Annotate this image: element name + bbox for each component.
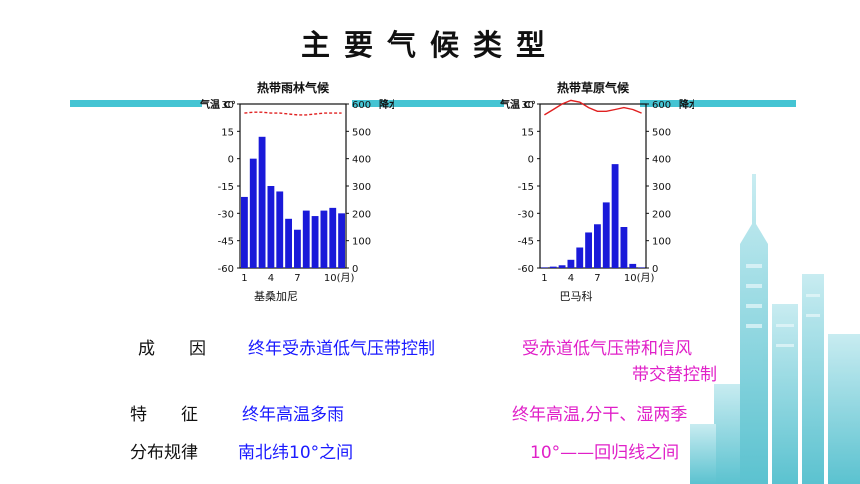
left-tick-label: -60: [218, 264, 234, 275]
x-tick-label: 4: [268, 273, 274, 284]
x-tick-label: 7: [294, 273, 300, 284]
left-tick-label: -15: [518, 182, 534, 193]
right-tick-label: 0: [652, 264, 658, 275]
right-tick-label: 400: [652, 155, 671, 166]
row-feature-savanna: 终年高温,分干、湿两季: [512, 405, 688, 425]
precip-bar: [594, 224, 601, 268]
station-label: 巴马科: [560, 289, 593, 303]
divider-right: [640, 100, 796, 107]
y-axis-label-left: 气温 C°: [199, 98, 236, 111]
left-tick-label: -45: [218, 237, 234, 248]
left-tick-label: -30: [518, 209, 534, 220]
row-label-distribution: 分布规律: [130, 443, 198, 463]
precip-bar: [258, 136, 266, 268]
chart-title: 热带草原气候: [557, 80, 630, 95]
precip-bar: [576, 247, 584, 268]
precip-bar: [311, 216, 319, 268]
precip-bar: [558, 265, 566, 268]
divider-left: [70, 100, 202, 107]
temperature-line: [544, 99, 642, 116]
precip-bar: [329, 207, 337, 268]
right-tick-label: 100: [652, 237, 671, 248]
right-tick-label: 200: [352, 209, 371, 220]
precip-bar: [249, 158, 257, 268]
right-tick-label: 300: [352, 182, 371, 193]
row-cause-savanna-2: 带交替控制: [632, 365, 717, 385]
divider-middle: [352, 100, 504, 107]
precip-bar: [549, 266, 557, 268]
left-tick-label: 15: [221, 127, 234, 138]
skyline-decoration: [690, 174, 860, 484]
left-tick-label: 30: [221, 100, 234, 111]
precip-bar: [620, 227, 628, 268]
row-distribution-savanna: 10°——回归线之间: [530, 443, 680, 463]
left-tick-label: 0: [228, 155, 234, 166]
precip-bar: [585, 232, 592, 268]
y-axis-label-left: 气温 C°: [499, 98, 536, 111]
left-tick-label: -30: [218, 209, 234, 220]
row-cause-rainforest: 终年受赤道低气压带控制: [248, 339, 435, 359]
station-label: 基桑加尼: [254, 290, 298, 303]
right-tick-label: 500: [652, 127, 671, 138]
right-tick-label: 200: [652, 209, 671, 220]
x-tick-label: 10(月): [324, 272, 355, 284]
left-tick-label: 15: [521, 127, 534, 138]
row-feature-rainforest: 终年高温多雨: [242, 405, 344, 425]
x-tick-label: 1: [541, 273, 547, 284]
left-tick-label: -60: [518, 264, 534, 275]
precip-bar: [241, 196, 248, 268]
precip-bar: [320, 210, 328, 268]
right-tick-label: 300: [652, 182, 671, 193]
plot-frame: [539, 103, 647, 269]
left-tick-label: 0: [528, 155, 534, 166]
row-cause-savanna-1: 受赤道低气压带和信风: [522, 339, 692, 359]
x-tick-label: 1: [241, 273, 247, 284]
right-tick-label: 500: [352, 127, 371, 138]
y-axis-label-right: 降水量 mm: [679, 98, 694, 111]
row-distribution-rainforest: 南北纬10°之间: [238, 443, 354, 463]
precip-bar: [285, 218, 292, 268]
right-tick-label: 600: [352, 100, 371, 111]
left-tick-label: -15: [218, 182, 234, 193]
y-axis-label-right: 降水量 mm: [379, 98, 394, 111]
row-label-cause: 成 因: [138, 339, 206, 359]
precip-bar: [567, 259, 575, 268]
precip-bar: [267, 186, 275, 268]
precip-bar: [302, 210, 310, 268]
precip-bar: [611, 164, 619, 268]
right-tick-label: 0: [352, 264, 358, 275]
x-tick-label: 7: [594, 273, 600, 284]
right-tick-label: 100: [352, 237, 371, 248]
precip-bar: [338, 213, 345, 268]
precip-bar: [294, 229, 301, 268]
chart-title: 热带雨林气候: [257, 80, 330, 95]
precip-bar: [638, 267, 645, 268]
right-tick-label: 400: [352, 155, 371, 166]
left-tick-label: -45: [518, 237, 534, 248]
x-tick-label: 10(月): [624, 272, 655, 284]
temperature-line: [244, 111, 342, 116]
precip-bar: [276, 191, 284, 268]
right-tick-label: 600: [652, 100, 671, 111]
precip-bar: [602, 202, 610, 268]
x-tick-label: 4: [568, 273, 574, 284]
slide-title: 主要气候类型: [300, 28, 559, 62]
left-tick-label: 30: [521, 100, 534, 111]
precip-bar: [541, 267, 548, 268]
row-label-feature: 特 征: [130, 405, 198, 425]
precip-bar: [629, 263, 637, 268]
